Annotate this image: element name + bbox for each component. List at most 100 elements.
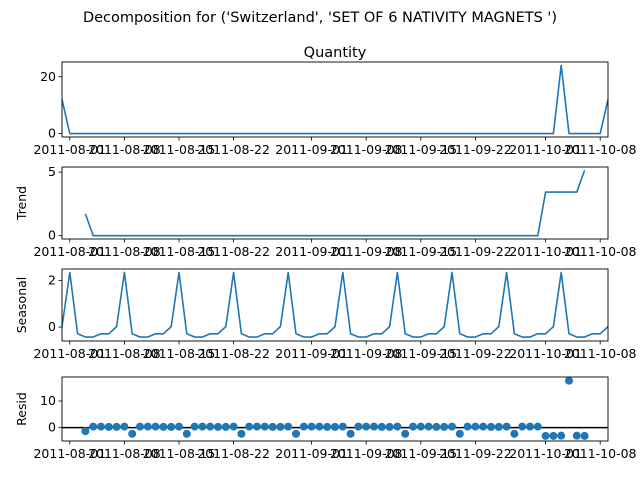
series-line: [84, 170, 586, 237]
resid-point: [292, 429, 300, 438]
resid-point: [338, 422, 347, 431]
x-tick-label: 2011-08-01: [33, 346, 106, 361]
x-tick-label: 2011-09-22: [439, 446, 512, 461]
resid-point: [245, 422, 254, 431]
axes-frame: [61, 268, 609, 342]
resid-point: [268, 422, 277, 431]
resid-point: [151, 422, 160, 431]
x-tick-label: 2011-09-01: [275, 244, 348, 259]
x-tick-label: 2011-08-08: [88, 244, 161, 259]
x-tick-label: 2011-10-01: [509, 142, 582, 157]
x-tick-label: 2011-09-08: [330, 142, 403, 157]
resid-point: [377, 422, 386, 431]
series-line: [61, 64, 609, 135]
y-tick-label: 0: [48, 126, 56, 141]
y-tick-label: 10: [40, 393, 56, 408]
panel-2: 0 5 2011-08-012011-08-082011-08-152011-08-…: [14, 164, 637, 259]
resid-point: [518, 422, 527, 431]
resid-point: [346, 429, 355, 438]
x-tick-label: 2011-09-15: [384, 244, 457, 259]
resid-point: [471, 422, 480, 431]
resid-point: [89, 422, 98, 431]
x-tick-label: 2011-09-22: [439, 142, 512, 157]
resid-point: [362, 422, 371, 431]
resid-point: [549, 431, 558, 440]
resid-point: [237, 429, 246, 438]
y-tick-label: 0: [48, 420, 56, 435]
resid-point: [440, 422, 449, 431]
subplot-panels: 0202011-08-012011-08-082011-08-152011-08…: [14, 45, 637, 461]
x-tick-label: 2011-09-08: [330, 244, 403, 259]
resid-point: [97, 422, 105, 431]
x-tick-label: 2011-10-01: [509, 346, 582, 361]
resid-point: [276, 422, 285, 431]
x-tick-label: 2011-10-08: [564, 244, 637, 259]
resid-point: [479, 422, 488, 431]
x-tick-label: 2011-08-08: [88, 446, 161, 461]
resid-point: [370, 422, 378, 431]
resid-point: [401, 429, 410, 438]
axes-frame: [61, 376, 609, 442]
resid-point: [167, 422, 176, 431]
resid-point: [448, 422, 456, 431]
panel-3: 0 2 2011-08-012011-08-082011-08-152011-08-…: [14, 268, 637, 361]
resid-point: [565, 376, 573, 385]
resid-point: [463, 422, 472, 431]
resid-point: [354, 422, 363, 431]
x-tick-label: 2011-08-15: [143, 142, 216, 157]
x-tick-label: 2011-10-08: [564, 142, 637, 157]
x-tick-label: 2011-10-08: [564, 446, 637, 461]
resid-point: [385, 422, 394, 431]
x-tick-label: 2011-09-15: [384, 346, 457, 361]
resid-point: [323, 422, 332, 431]
axes-frame: [61, 61, 609, 138]
x-tick-label: 2011-09-01: [275, 142, 348, 157]
x-tick-label: 2011-09-22: [439, 244, 512, 259]
y-axis-label: Seasonal: [14, 277, 29, 334]
resid-point: [143, 422, 152, 431]
resid-point: [214, 422, 222, 431]
x-tick-label: 2011-08-22: [197, 244, 270, 259]
y-tick-label: 0: [48, 319, 56, 334]
y-axis-label: Trend: [14, 186, 29, 221]
x-tick-label: 2011-08-15: [143, 346, 216, 361]
x-tick-label: 2011-08-01: [33, 244, 106, 259]
x-tick-label: 2011-09-08: [330, 446, 403, 461]
resid-point: [136, 422, 144, 431]
x-tick-label: 2011-09-01: [275, 346, 348, 361]
resid-point: [120, 422, 129, 431]
resid-point: [526, 422, 534, 431]
resid-point: [533, 422, 542, 431]
x-tick-label: 2011-08-01: [33, 142, 106, 157]
panel-4: 0 10 2011-08-012011-08-082011-08-152011-08…: [14, 376, 637, 461]
y-tick-label: 20: [40, 69, 56, 84]
axes-frame: [61, 166, 609, 240]
x-tick-label: 2011-09-08: [330, 346, 403, 361]
resid-point: [409, 422, 417, 431]
x-tick-label: 2011-08-22: [197, 346, 270, 361]
resid-point: [206, 422, 215, 431]
resid-point: [487, 422, 495, 431]
y-tick-label: 0: [48, 228, 56, 243]
resid-point: [104, 422, 113, 431]
resid-point: [557, 431, 566, 440]
resid-point: [510, 429, 519, 438]
x-tick-label: 2011-09-15: [384, 446, 457, 461]
x-tick-label: 2011-09-22: [439, 346, 512, 361]
x-tick-label: 2011-10-01: [509, 446, 582, 461]
x-tick-label: 2011-08-22: [197, 142, 270, 157]
resid-point: [315, 422, 324, 431]
x-tick-label: 2011-08-15: [143, 446, 216, 461]
resid-point: [190, 422, 199, 431]
resid-point: [455, 429, 464, 438]
resid-point: [502, 422, 511, 431]
resid-point: [221, 422, 230, 431]
x-tick-label: 2011-08-15: [143, 244, 216, 259]
resid-point: [128, 429, 137, 438]
resid-point: [175, 422, 183, 431]
resid-point: [432, 422, 441, 431]
resid-point: [253, 422, 261, 431]
resid-point: [331, 422, 339, 431]
x-tick-label: 2011-10-01: [509, 244, 582, 259]
